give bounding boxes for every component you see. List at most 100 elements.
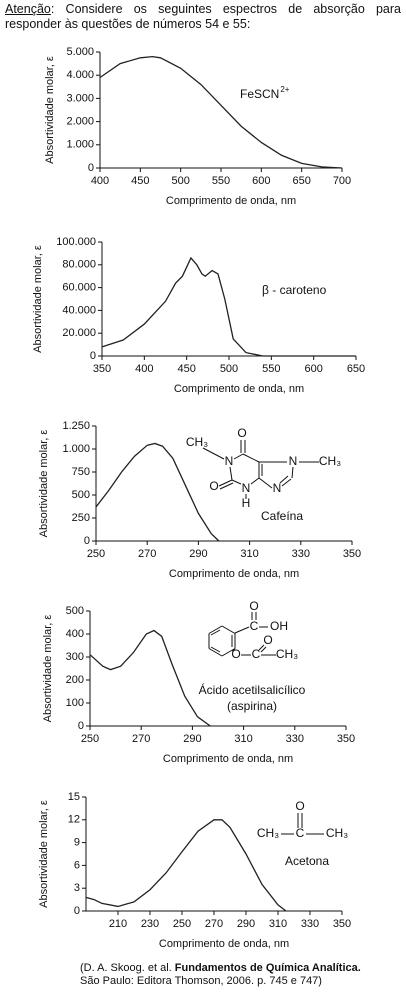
y-axis-title: Absortividade molar, ε	[44, 56, 56, 164]
y-tick-label: 0	[78, 720, 84, 732]
x-tick-label: 550	[262, 363, 280, 375]
x-tick-label: 310	[269, 918, 287, 930]
y-tick-label: 60.000	[62, 282, 96, 294]
y-tick-label: 1.000	[62, 443, 90, 455]
x-tick-label: 450	[131, 175, 149, 187]
x-tick-label: 290	[183, 733, 201, 745]
spectrum-line	[85, 819, 287, 912]
header-label: Atenção	[5, 2, 51, 16]
x-tick-label: 230	[141, 918, 159, 930]
annotation-sup: 2+	[280, 85, 289, 94]
y-tick-label: 3.000	[66, 92, 94, 104]
bond	[231, 479, 242, 485]
x-tick-label: 290	[189, 548, 207, 560]
bond	[210, 629, 221, 636]
x-axis-title: Comprimento de onda, nm	[159, 938, 289, 950]
atom-label: CH₃	[276, 647, 298, 661]
header: Atenção: Considere os seguintes espectro…	[5, 2, 401, 32]
atom-label: CH₃	[186, 435, 208, 449]
bond	[208, 648, 223, 657]
bond	[221, 625, 236, 634]
annotation: (aspirina)	[227, 699, 277, 713]
bond	[242, 453, 260, 463]
spectrum-line	[89, 629, 211, 727]
bond	[221, 648, 236, 657]
x-axis-title: Comprimento de onda, nm	[166, 195, 296, 207]
x-tick-label: 330	[286, 733, 304, 745]
atom-label: CH₃	[326, 826, 348, 840]
y-tick-label: 500	[72, 489, 90, 501]
atom-label: OH	[270, 619, 288, 633]
spectrum-line	[99, 55, 343, 169]
atom-label: O	[237, 426, 246, 440]
y-tick-label: 12	[68, 814, 80, 826]
atom-label: C	[252, 647, 261, 661]
x-tick-label: 400	[135, 363, 153, 375]
y-tick-label: 200	[66, 674, 84, 686]
y-tick-label: 1.250	[62, 420, 90, 432]
x-axis-title: Comprimento de onda, nm	[163, 753, 293, 765]
bond	[210, 646, 221, 653]
bond	[229, 466, 233, 481]
x-tick-label: 270	[205, 918, 223, 930]
y-tick-label: 2.000	[66, 116, 94, 128]
source-prefix: (D. A. Skoog. et al.	[80, 962, 172, 974]
y-axis-title: Absortividade molar, ε	[38, 430, 50, 538]
bond	[258, 644, 265, 651]
bond	[202, 447, 225, 460]
bond	[233, 453, 244, 460]
annotation: Cafeína	[261, 509, 303, 523]
atom-label: O	[231, 647, 240, 661]
atom-label: C	[250, 619, 259, 633]
x-tick-label: 250	[173, 918, 191, 930]
y-tick-label: 15	[68, 791, 80, 803]
annotation: Acetona	[285, 854, 329, 868]
x-tick-label: 350	[333, 918, 351, 930]
y-tick-label: 80.000	[62, 259, 96, 271]
atom-label: CH₃	[257, 826, 279, 840]
bond	[258, 477, 273, 489]
x-tick-label: 210	[109, 918, 127, 930]
annotation: Ácido acetilsalicílico	[199, 682, 306, 697]
y-tick-label: 100.000	[56, 236, 96, 248]
spectrum-line	[101, 256, 356, 357]
y-axis-title: Absortividade molar, ε	[38, 800, 50, 908]
x-tick-label: 330	[301, 918, 319, 930]
atom-label: O	[209, 479, 218, 493]
y-tick-label: 6	[74, 859, 80, 871]
y-tick-label: 1.000	[66, 139, 94, 151]
y-tick-label: 300	[66, 651, 84, 663]
atom-label: N	[289, 454, 298, 468]
y-tick-label: 0	[90, 350, 96, 362]
y-tick-label: 9	[74, 837, 80, 849]
x-tick-label: 310	[234, 733, 252, 745]
atom-label: CH₃	[319, 454, 341, 468]
atom-label: O	[249, 599, 258, 613]
y-tick-label: 20.000	[62, 327, 96, 339]
y-tick-label: 3	[74, 882, 80, 894]
x-tick-label: 250	[81, 733, 99, 745]
x-axis-title: Comprimento de onda, nm	[169, 568, 299, 580]
annotation: β - caroteno	[262, 283, 327, 297]
x-tick-label: 500	[171, 175, 189, 187]
y-tick-label: 0	[84, 535, 90, 547]
x-tick-label: 310	[240, 548, 258, 560]
x-tick-label: 330	[292, 548, 310, 560]
source-title: Fundamentos de Química Analítica.	[174, 962, 361, 974]
x-tick-label: 500	[220, 363, 238, 375]
spectrum-line	[95, 442, 220, 542]
x-tick-label: 600	[304, 363, 322, 375]
source: (D. A. Skoog. et al. Fundamentos de Quím…	[80, 962, 400, 988]
bond	[281, 478, 292, 487]
atom-label: N	[273, 481, 282, 495]
header-text: : Considere os seguintes espectros de ab…	[5, 2, 401, 31]
bond	[219, 482, 234, 490]
x-tick-label: 350	[93, 363, 111, 375]
y-tick-label: 100	[66, 697, 84, 709]
bond	[279, 475, 289, 484]
x-tick-label: 290	[237, 918, 255, 930]
x-tick-label: 400	[91, 175, 109, 187]
y-tick-label: 750	[72, 466, 90, 478]
